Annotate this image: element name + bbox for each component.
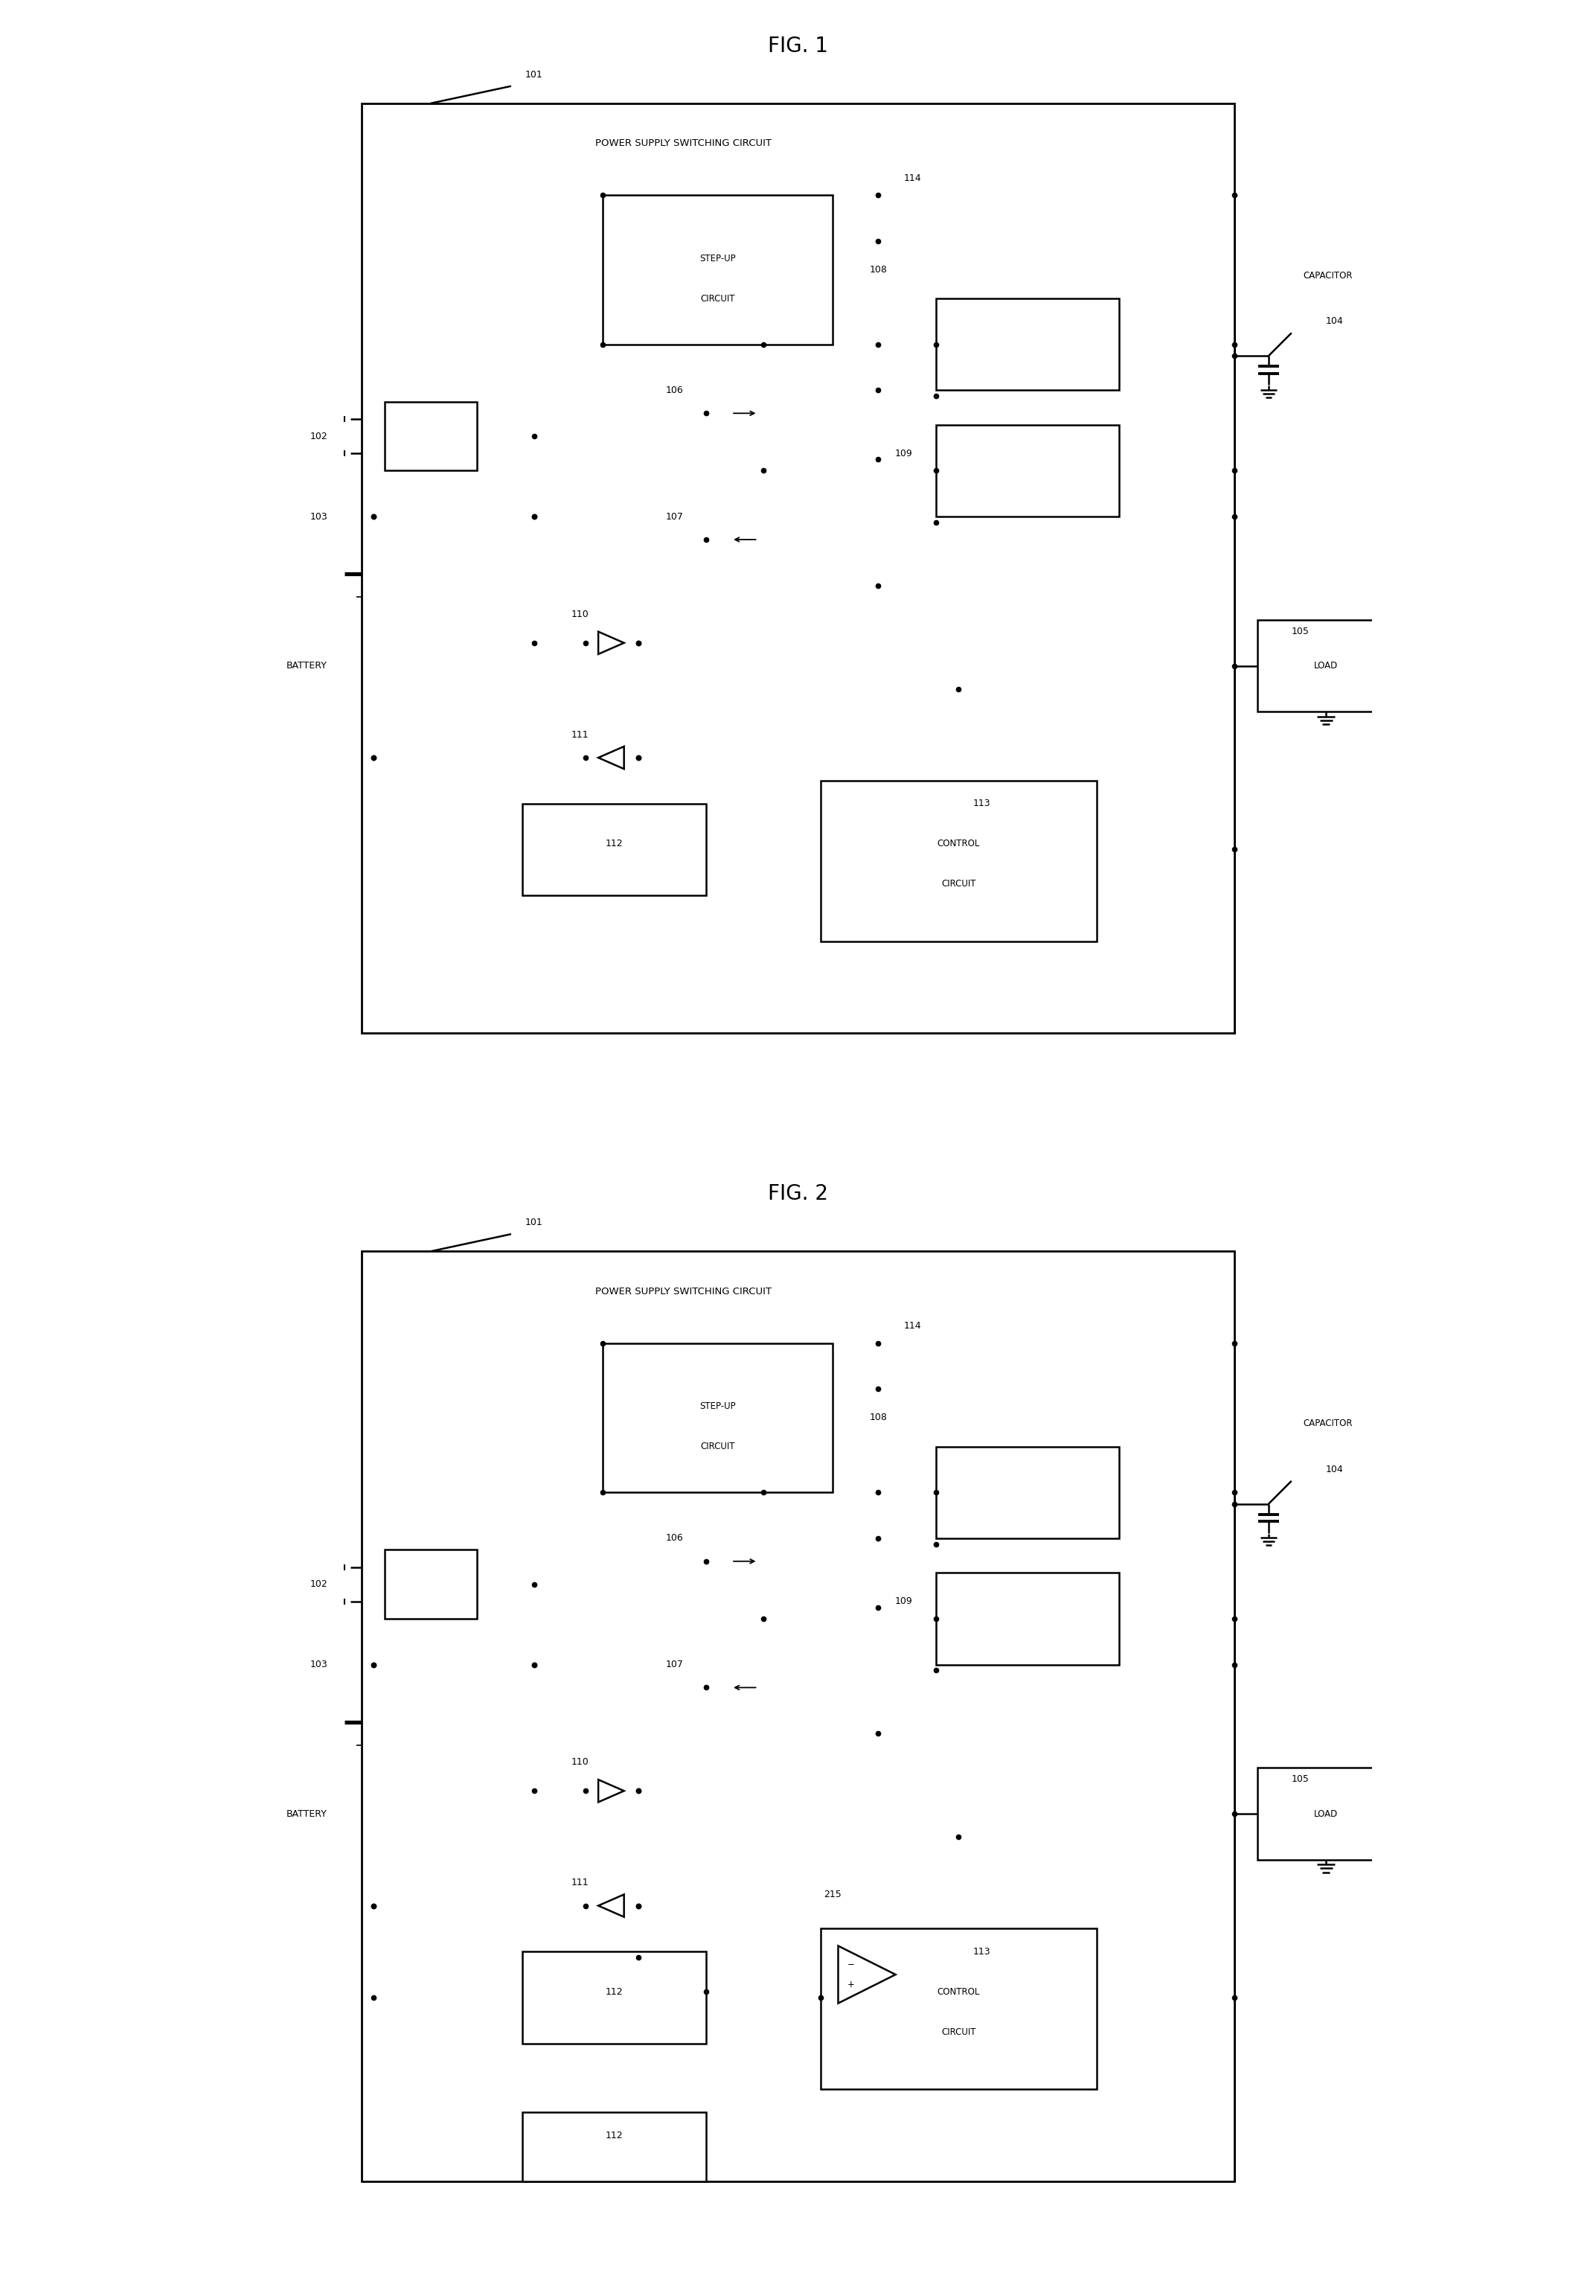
Bar	[935, 425, 1119, 517]
Text: 102: 102	[310, 432, 327, 441]
Bar	[603, 1343, 833, 1492]
Text: 105: 105	[1291, 627, 1309, 636]
Text: 112: 112	[605, 838, 622, 850]
Text: 101: 101	[525, 69, 543, 80]
Bar	[935, 298, 1119, 390]
Text: 106: 106	[666, 386, 683, 395]
Text: 108: 108	[870, 264, 887, 276]
Text: CIRCUIT: CIRCUIT	[942, 879, 977, 889]
Text: 106: 106	[666, 1534, 683, 1543]
Text: CIRCUIT: CIRCUIT	[701, 294, 736, 303]
Bar	[522, 2112, 705, 2181]
Text: POWER SUPPLY SWITCHING CIRCUIT: POWER SUPPLY SWITCHING CIRCUIT	[595, 1286, 771, 1297]
Text: 105: 105	[1291, 1775, 1309, 1784]
Bar	[385, 402, 477, 471]
Text: 109: 109	[895, 448, 913, 459]
Text: 110: 110	[571, 608, 589, 620]
Bar	[935, 1446, 1119, 1538]
Text: 112: 112	[605, 1986, 622, 1998]
Text: FIG. 2: FIG. 2	[768, 1182, 828, 1205]
Text: CONTROL: CONTROL	[937, 838, 980, 850]
Bar	[1258, 1768, 1395, 1860]
Text: 101: 101	[525, 1217, 543, 1228]
Text: CAPACITOR: CAPACITOR	[1302, 271, 1352, 280]
Bar	[362, 103, 1234, 1033]
Text: 104: 104	[1326, 1465, 1344, 1474]
Bar	[1258, 620, 1395, 712]
Text: 107: 107	[666, 1660, 683, 1669]
Text: −: −	[847, 1961, 855, 1970]
Text: 111: 111	[571, 1878, 589, 1887]
Text: LOAD: LOAD	[1314, 1809, 1337, 1818]
Text: 112: 112	[605, 2131, 622, 2140]
Text: BATTERY: BATTERY	[287, 1809, 327, 1818]
Bar	[603, 195, 833, 344]
Text: 110: 110	[571, 1756, 589, 1768]
Text: 103: 103	[310, 1660, 327, 1669]
Text: FIG. 1: FIG. 1	[768, 34, 828, 57]
Text: +: +	[847, 1979, 855, 1988]
Text: CIRCUIT: CIRCUIT	[942, 2027, 977, 2037]
Text: STEP-UP: STEP-UP	[699, 253, 736, 264]
Text: STEP-UP: STEP-UP	[699, 1401, 736, 1412]
Text: CONTROL: CONTROL	[937, 1986, 980, 1998]
Bar	[362, 1251, 1234, 2181]
Bar	[820, 781, 1096, 941]
Text: 109: 109	[895, 1596, 913, 1607]
Text: 103: 103	[310, 512, 327, 521]
Text: 108: 108	[870, 1412, 887, 1424]
Text: 102: 102	[310, 1580, 327, 1589]
Text: 107: 107	[666, 512, 683, 521]
Text: 215: 215	[824, 1890, 841, 1899]
Text: CIRCUIT: CIRCUIT	[701, 1442, 736, 1451]
Bar	[385, 1550, 477, 1619]
Bar	[522, 804, 705, 895]
Bar	[820, 1929, 1096, 2089]
Text: BATTERY: BATTERY	[287, 661, 327, 670]
Text: 104: 104	[1326, 317, 1344, 326]
Bar	[522, 1952, 705, 2043]
Text: 113: 113	[974, 799, 991, 808]
Text: 114: 114	[903, 1320, 921, 1332]
Text: POWER SUPPLY SWITCHING CIRCUIT: POWER SUPPLY SWITCHING CIRCUIT	[595, 138, 771, 149]
Text: 111: 111	[571, 730, 589, 739]
Text: CAPACITOR: CAPACITOR	[1302, 1419, 1352, 1428]
Text: LOAD: LOAD	[1314, 661, 1337, 670]
Text: 113: 113	[974, 1947, 991, 1956]
Bar	[935, 1573, 1119, 1665]
Text: 114: 114	[903, 172, 921, 184]
